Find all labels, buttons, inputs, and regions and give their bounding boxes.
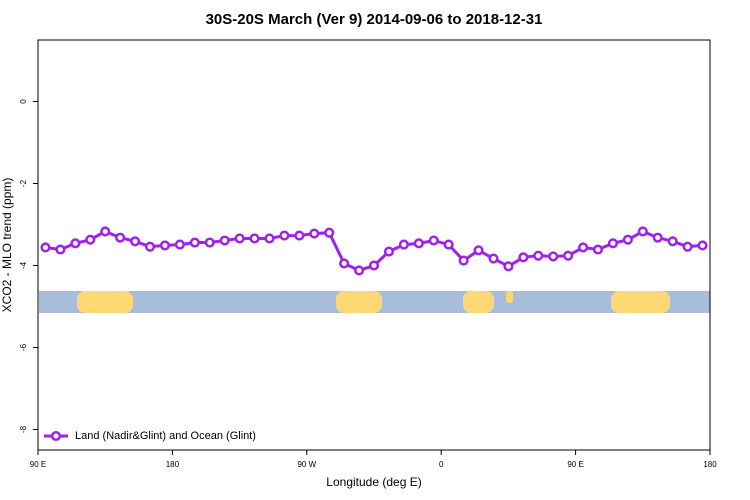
data-point <box>324 227 335 238</box>
data-point <box>682 241 693 252</box>
x-tick-label: 90 E <box>567 460 583 469</box>
data-point <box>578 242 589 253</box>
data-point <box>368 260 380 271</box>
data-point <box>115 232 126 243</box>
data-point <box>383 246 394 257</box>
data-point <box>428 235 439 246</box>
data-point <box>413 238 424 249</box>
data-point <box>488 253 499 264</box>
y-tick-label: -6 <box>19 343 28 351</box>
data-point <box>473 245 484 256</box>
x-tick-label: 90 W <box>297 460 316 469</box>
data-point <box>234 233 245 244</box>
data-point <box>159 240 170 251</box>
data-point <box>503 261 514 272</box>
data-point <box>55 244 66 255</box>
y-tick-label: -4 <box>19 261 28 269</box>
x-tick-label: 90 E <box>30 460 46 469</box>
data-point <box>339 258 350 269</box>
data-point <box>533 250 544 261</box>
data-point <box>204 237 215 248</box>
data-point <box>652 232 663 243</box>
chart-title: 30S-20S March (Ver 9) 2014-09-06 to 2018… <box>206 11 543 28</box>
x-tick-label: 180 <box>703 460 717 469</box>
data-point <box>548 251 559 262</box>
data-point <box>294 230 305 241</box>
data-point <box>398 239 409 250</box>
land-ocean-strip <box>39 291 710 313</box>
data-point <box>443 239 454 250</box>
y-tick-label: 0 <box>19 99 28 104</box>
x-tick-label: 0 <box>439 460 444 469</box>
data-point <box>174 239 185 250</box>
data-point <box>130 236 141 247</box>
legend-marker <box>50 430 62 442</box>
data-point <box>667 236 678 247</box>
data-point <box>622 234 633 245</box>
data-point <box>85 234 96 245</box>
x-tick-label: 180 <box>166 460 180 469</box>
data-point <box>219 235 230 246</box>
y-axis-label: XCO2 - MLO trend (ppm) <box>0 178 14 313</box>
data-point <box>309 228 320 239</box>
legend-label: Land (Nadir&Glint) and Ocean (Glint) <box>75 430 256 442</box>
data-point <box>637 226 648 237</box>
data-point <box>40 242 51 253</box>
y-tick-label: -2 <box>19 179 28 187</box>
data-point <box>264 233 275 244</box>
data-point <box>354 265 365 276</box>
data-point <box>189 237 200 248</box>
data-point <box>249 233 260 244</box>
data-point <box>592 244 604 255</box>
plot-frame <box>37 39 711 451</box>
data-point <box>279 230 290 241</box>
data-point <box>144 241 156 252</box>
data-point <box>458 255 469 266</box>
data-point <box>518 252 529 263</box>
x-axis-label: Longitude (deg E) <box>326 475 421 489</box>
data-point <box>563 250 574 261</box>
data-point <box>697 240 708 251</box>
y-tick-label: -8 <box>19 425 28 433</box>
data-point <box>100 226 111 237</box>
data-point <box>70 238 81 249</box>
data-point <box>607 238 618 249</box>
